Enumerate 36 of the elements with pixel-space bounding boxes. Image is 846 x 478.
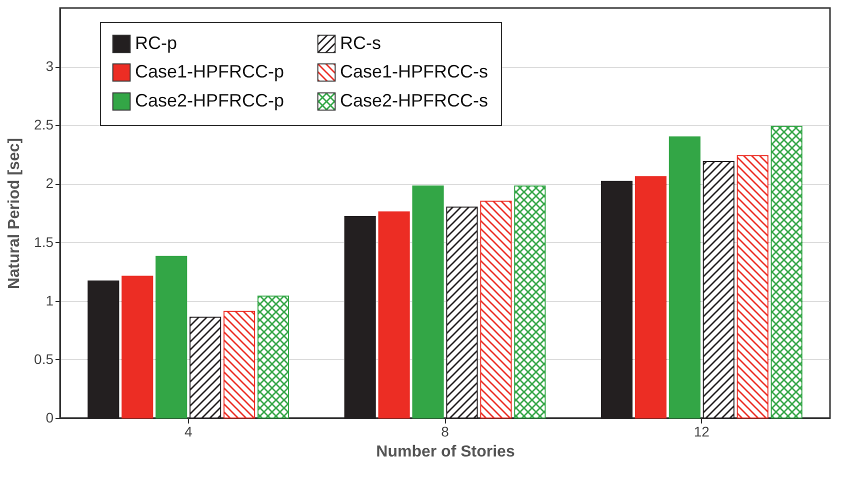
x-tick-label: 12 xyxy=(694,424,710,440)
bar xyxy=(190,316,222,418)
bar xyxy=(446,206,478,418)
bar xyxy=(480,200,512,418)
y-tick-label: 2.5 xyxy=(34,116,54,133)
y-tick-label: 1 xyxy=(46,292,54,308)
bar xyxy=(344,216,376,418)
bar xyxy=(224,310,256,418)
bar xyxy=(634,176,666,418)
bar xyxy=(412,186,444,418)
x-tick-label: 8 xyxy=(441,424,450,440)
y-tick-label: 3 xyxy=(46,58,54,74)
legend-label: Case2-HPFRCC-s xyxy=(340,90,488,110)
bar xyxy=(702,160,734,418)
bar xyxy=(257,296,290,418)
bar xyxy=(88,280,120,418)
bar xyxy=(736,155,768,418)
bar xyxy=(378,211,410,418)
legend-label: Case2-HPFRCC-p xyxy=(135,90,284,110)
bar xyxy=(770,126,802,418)
bar xyxy=(668,136,700,418)
x-tick-label: 4 xyxy=(184,424,192,440)
bar xyxy=(514,186,546,418)
legend-label: Case1-HPFRCC-p xyxy=(135,62,284,82)
legend-label: RC-s xyxy=(340,32,381,53)
bar xyxy=(600,180,633,418)
y-tick-label: 2 xyxy=(46,175,54,192)
bar xyxy=(122,276,154,418)
legend-label: RC-p xyxy=(135,32,178,53)
legend-label: Case1-HPFRCC-s xyxy=(340,62,488,82)
y-tick-label: 0.5 xyxy=(34,350,54,367)
bar xyxy=(156,256,188,418)
y-axis-title: Natural Period [sec] xyxy=(6,138,24,290)
x-axis-title: Number of Stories xyxy=(376,444,515,460)
y-tick-label: 0 xyxy=(46,410,54,426)
y-tick-label: 1.5 xyxy=(34,234,54,250)
